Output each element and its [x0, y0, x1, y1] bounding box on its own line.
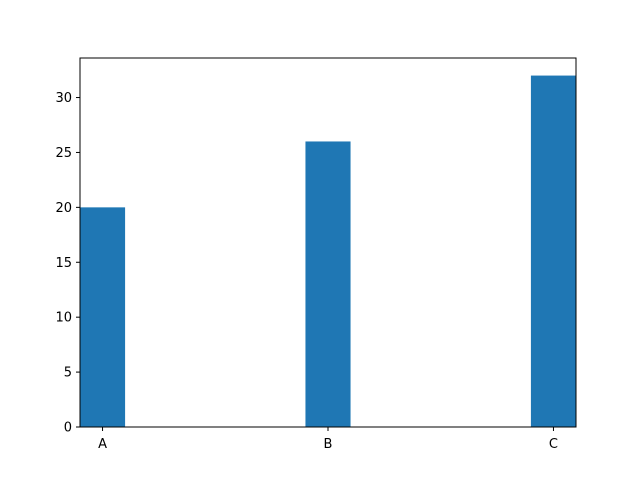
x-axis: A B C	[98, 427, 558, 452]
y-tick-label: 5	[64, 366, 72, 381]
y-tick-label: 15	[55, 256, 72, 271]
bar-a	[80, 207, 126, 427]
bar-c	[530, 75, 576, 428]
y-tick-label: 30	[55, 91, 72, 106]
y-axis: 0 5 10 15 20 25 30	[55, 91, 80, 436]
y-tick-label: 10	[55, 311, 72, 326]
x-tick-label-b: B	[324, 437, 333, 452]
plot-frame	[79, 57, 577, 428]
y-tick-label: 0	[64, 421, 72, 436]
y-tick-label: 20	[55, 201, 72, 216]
bar-b	[305, 141, 351, 427]
bars-group	[80, 75, 576, 428]
y-tick-label: 25	[55, 146, 72, 161]
x-tick-label-a: A	[98, 437, 107, 452]
x-tick-label-c: C	[549, 437, 558, 452]
